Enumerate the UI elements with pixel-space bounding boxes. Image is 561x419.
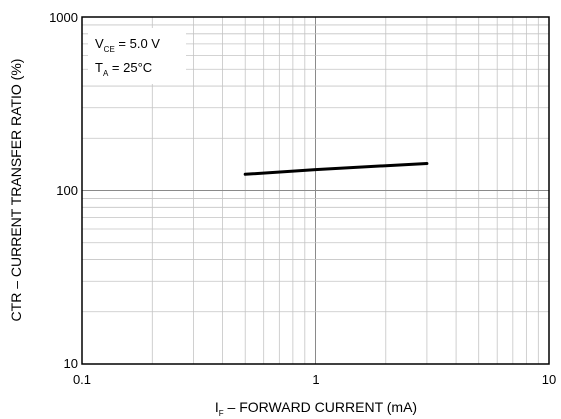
y-tick-label: 1000 [49,10,78,25]
y-tick-labels: 10 100 1000 [49,10,78,371]
annotation-vce: VCE = 5.0 V [95,36,160,54]
x-axis-title-subscript: F [219,409,224,418]
annotation-vce-subscript: CE [104,45,115,54]
x-axis-title-prefix: I [215,399,219,415]
annotation-ta-subscript: A [103,69,109,78]
x-axis-title: IF – FORWARD CURRENT (mA) [215,399,417,418]
plot-area-frame [81,16,550,365]
annotation-ta-prefix: T [95,60,103,75]
x-tick-label: 1 [312,372,319,387]
x-axis-title-suffix: – FORWARD CURRENT (mA) [224,399,417,415]
y-tick-label: 10 [64,356,78,371]
annotation-vce-suffix: = 5.0 V [115,36,160,51]
y-axis-title: CTR – CURRENT TRANSFER RATIO (%) [8,59,24,322]
y-tick-label: 100 [56,183,78,198]
grid-lines [82,17,549,364]
x-tick-label: 10 [542,372,556,387]
series-line-0 [243,162,429,176]
annotation-ta-suffix: = 25°C [108,60,152,75]
series-group [243,162,429,176]
x-tick-label: 0.1 [73,372,91,387]
annotation-vce-prefix: V [95,36,104,51]
annotation-background [88,28,186,84]
annotation-ta: TA = 25°C [95,60,152,78]
x-tick-labels: 0.1 1 10 [73,372,556,387]
